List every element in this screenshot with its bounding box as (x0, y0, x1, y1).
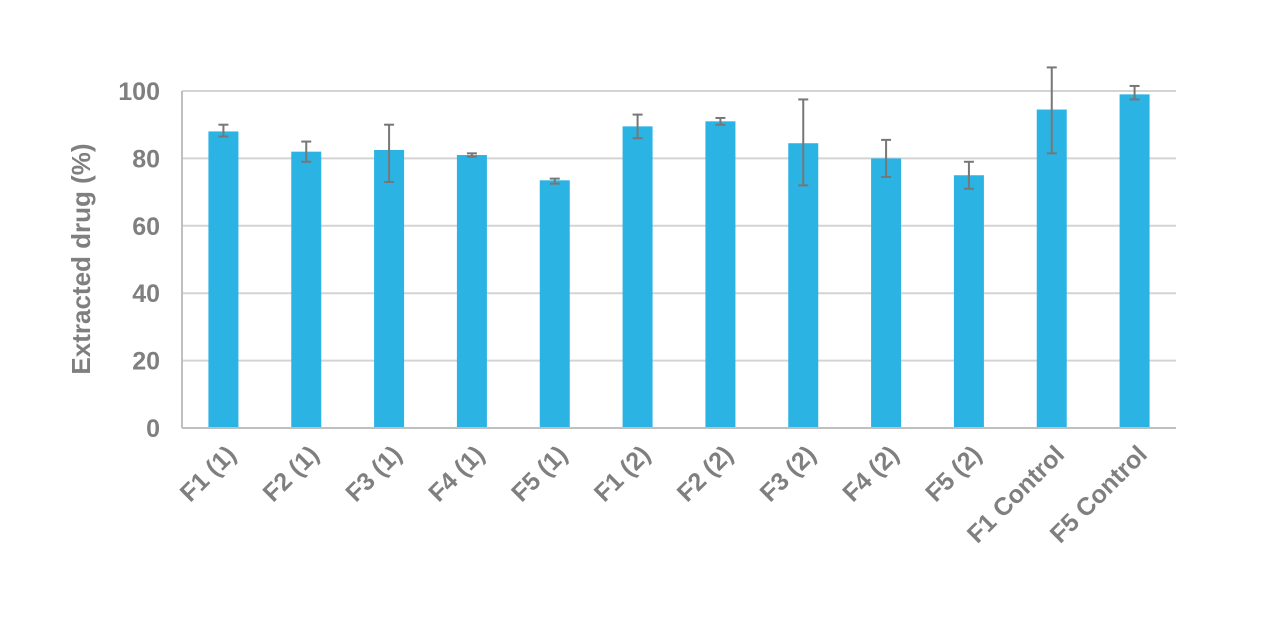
x-tick-label: F4 (1) (423, 440, 490, 507)
error-bar (466, 152, 477, 158)
error-bar (218, 123, 229, 138)
y-tick-label: 40 (132, 280, 160, 308)
error-bar (1046, 66, 1057, 155)
bar (374, 149, 405, 428)
y-tick-label: 0 (146, 415, 160, 443)
error-bar (1129, 84, 1140, 101)
bar (539, 180, 570, 428)
y-tick-label: 20 (132, 348, 160, 376)
axes (181, 91, 1176, 429)
error-bar (301, 140, 312, 163)
bar (208, 131, 239, 428)
x-tick-label: F4 (2) (837, 440, 904, 507)
error-bar (715, 116, 726, 126)
error-bar (881, 138, 892, 178)
x-tick-label: F1 (1) (175, 440, 242, 507)
bar (953, 175, 984, 428)
x-tick-label: F3 (2) (755, 440, 822, 507)
error-bar (798, 98, 809, 187)
bar (1119, 94, 1150, 429)
x-tick-label: F2 (2) (672, 440, 739, 507)
bar (1036, 109, 1067, 428)
error-bars (218, 66, 1140, 190)
x-tick-label: F2 (1) (258, 440, 325, 507)
x-tick-label: F3 (1) (340, 440, 407, 507)
error-bar (632, 113, 643, 140)
bar (871, 158, 902, 428)
x-tick-label: F5 (1) (506, 440, 573, 507)
error-bar (963, 160, 974, 190)
y-axis-title: Extracted drug (%) (66, 143, 96, 374)
y-tick-label: 80 (132, 145, 160, 173)
bar (622, 126, 653, 428)
error-bar (384, 123, 395, 183)
x-tick-labels: F1 (1) F2 (1) F3 (1) F4 (1) F5 (1) F1 (2) F2 (… (175, 440, 1153, 548)
x-tick-label: F5 (2) (920, 440, 987, 507)
bar (456, 155, 487, 428)
y-tick-label: 60 (132, 213, 160, 241)
bar (788, 143, 819, 429)
error-bar (549, 177, 560, 185)
y-tick-label: 100 (118, 78, 160, 106)
y-tick-labels: 0 20 40 60 80 100 (118, 78, 160, 443)
gridlines (182, 90, 1176, 362)
bar (705, 121, 736, 428)
bar (291, 151, 322, 428)
bars (208, 94, 1150, 429)
x-tick-label: F1 (2) (589, 440, 656, 507)
